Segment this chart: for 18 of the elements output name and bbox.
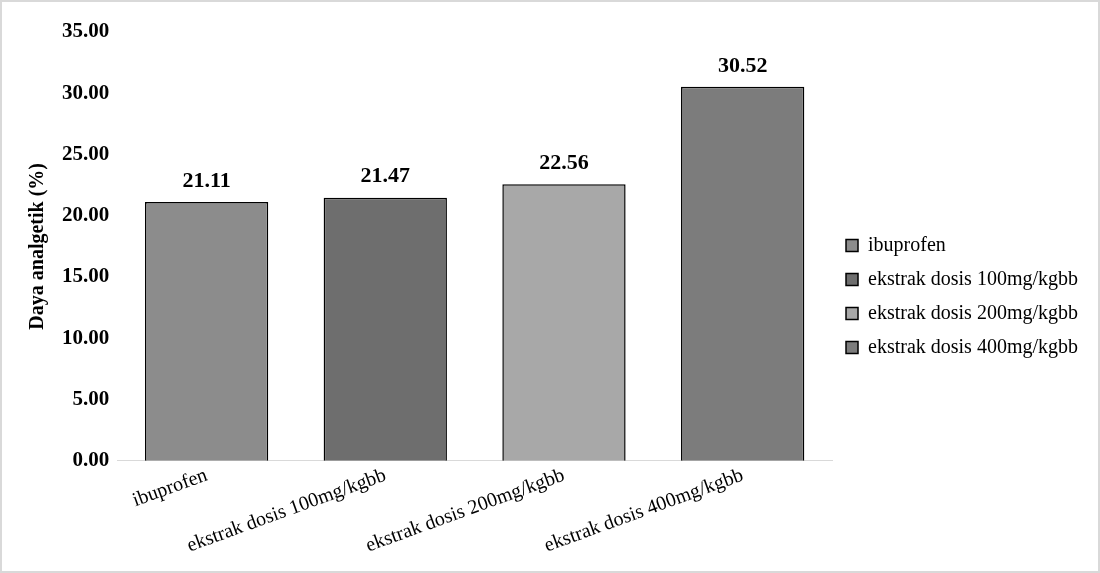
y-axis-title: Daya analgetik (%) — [25, 162, 49, 330]
y-tick-label: 15.00 — [62, 263, 110, 288]
data-label: 22.56 — [539, 149, 589, 175]
data-label: 21.11 — [182, 166, 231, 192]
y-tick-label: 5.00 — [72, 385, 110, 410]
legend-label: ekstrak dosis 400mg/kgbb — [868, 334, 1079, 358]
y-tick-label: 10.00 — [62, 324, 110, 349]
y-tick-label: 0.00 — [72, 447, 110, 472]
legend-label: ekstrak dosis 200mg/kgbb — [868, 300, 1079, 324]
legend-label: ibuprofen — [868, 232, 946, 256]
data-label: 21.47 — [360, 162, 411, 188]
y-tick-label: 20.00 — [62, 202, 110, 227]
y-tick-label: 25.00 — [62, 140, 110, 165]
x-tick-label: ibuprofen — [129, 462, 211, 512]
data-label: 30.52 — [717, 51, 768, 77]
y-tick-label: 35.00 — [62, 18, 110, 43]
legend-label: ekstrak dosis 100mg/kgbb — [868, 266, 1079, 290]
y-tick-label: 30.00 — [62, 79, 110, 104]
